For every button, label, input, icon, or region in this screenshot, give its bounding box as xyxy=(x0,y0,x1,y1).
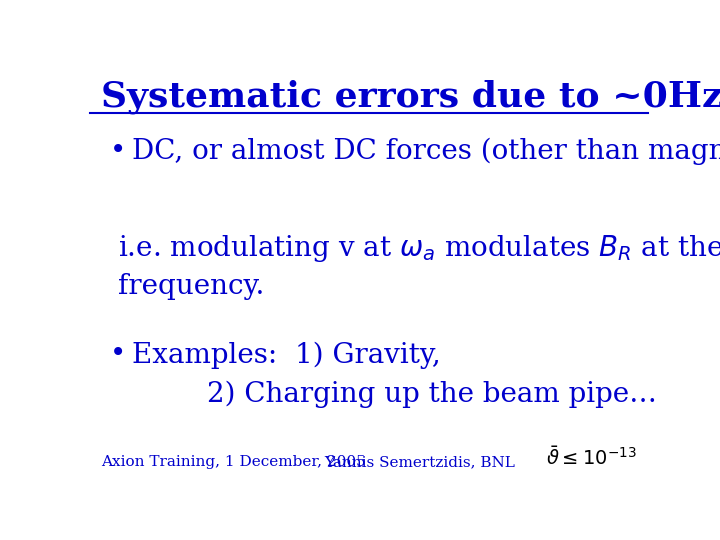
Text: •: • xyxy=(109,341,126,368)
Text: DC, or almost DC forces (other than magnetic): DC, or almost DC forces (other than magn… xyxy=(132,138,720,165)
Text: 2) Charging up the beam pipe…: 2) Charging up the beam pipe… xyxy=(207,381,657,408)
Text: frequency.: frequency. xyxy=(118,273,264,300)
Text: Yannis Semertzidis, BNL: Yannis Semertzidis, BNL xyxy=(324,455,516,469)
Text: $\bar{\vartheta} \leq 10^{-13}$: $\bar{\vartheta} \leq 10^{-13}$ xyxy=(546,446,637,469)
Text: Axion Training, 1 December, 2005: Axion Training, 1 December, 2005 xyxy=(101,455,366,469)
Text: i.e. modulating v at $\omega_a$ modulates $\mathit{B}_\mathit{R}$ at the same: i.e. modulating v at $\omega_a$ modulate… xyxy=(118,233,720,264)
Text: •: • xyxy=(109,138,126,165)
Text: Systematic errors due to ~0Hz forces: Systematic errors due to ~0Hz forces xyxy=(101,79,720,114)
Text: Examples:  1) Gravity,: Examples: 1) Gravity, xyxy=(132,341,441,369)
